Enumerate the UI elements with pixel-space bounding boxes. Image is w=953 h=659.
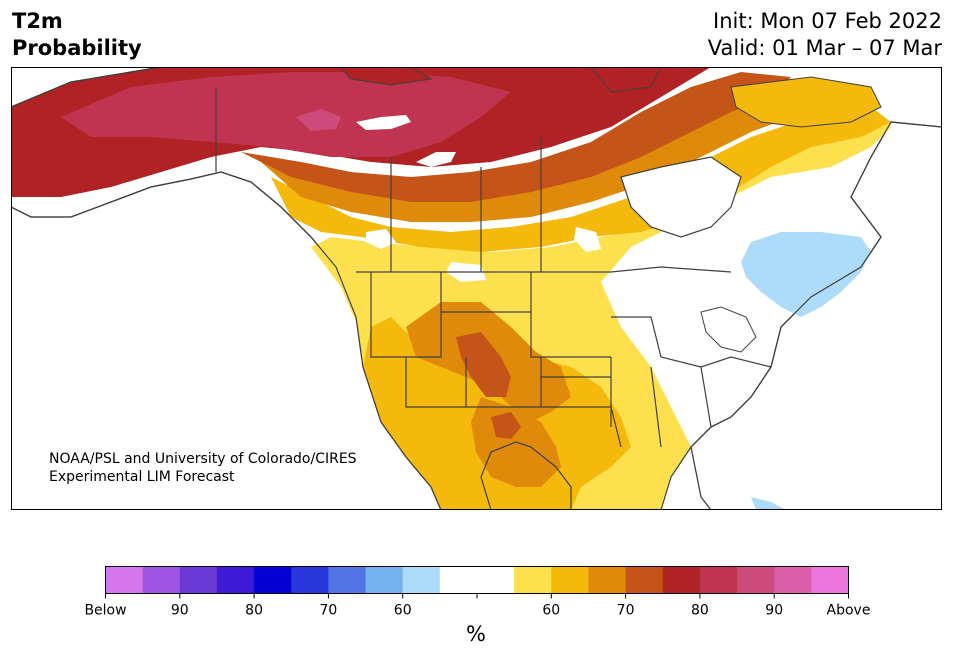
prob-zone-90-a [456, 332, 511, 397]
probability-map [11, 67, 942, 510]
baffin-island [730, 76, 882, 128]
white-lake-2 [416, 152, 456, 167]
great-lakes [700, 306, 757, 353]
credit-line-1: NOAA/PSL and University of Colorado/CIRE… [49, 451, 357, 467]
hudson-bay [620, 156, 742, 238]
title-line-2: Probability [12, 36, 142, 60]
colorbar-cell [254, 566, 292, 594]
colorbar-tick-label: 80 [245, 603, 263, 619]
colorbar-cell [328, 566, 367, 594]
colorbar-cell [551, 566, 589, 594]
colorbar-cell [105, 566, 144, 594]
colorbar-cell [402, 566, 441, 594]
prob-zone-90-c [241, 72, 791, 202]
colorbar-cell [439, 566, 478, 594]
colorbar-cell [514, 566, 552, 594]
colorbar-tick-label: 70 [617, 603, 635, 619]
prob-zone-magenta [296, 109, 341, 131]
colorbar-cell [477, 566, 515, 594]
prob-zone-below-60-b [751, 497, 786, 510]
colorbar-tick-label: Below [84, 603, 126, 619]
colorbar-cell [142, 566, 181, 594]
colorbar-cell [699, 566, 738, 594]
init-date: Init: Mon 07 Feb 2022 [713, 9, 942, 33]
colorbar-cell [216, 566, 255, 594]
colorbar-cell [662, 566, 701, 594]
map-frame [11, 67, 942, 510]
colorbar-cell [625, 566, 664, 594]
forecast-dates: Init: Mon 07 Feb 2022 Valid: 01 Mar – 07… [708, 8, 942, 62]
colorbar-cell [811, 566, 849, 594]
credit-text: NOAA/PSL and University of Colorado/CIRE… [49, 450, 357, 486]
colorbar-tick-label: 90 [765, 603, 783, 619]
borders [11, 67, 942, 510]
colorbar: Below 90 80 70 60 60 70 80 90 Above [84, 566, 871, 619]
colorbar-cell [737, 566, 775, 594]
colorbar-cell [774, 566, 812, 594]
white-patch-nw [366, 229, 396, 249]
credit-line-2: Experimental LIM Forecast [49, 469, 235, 485]
prob-zone-below-60 [741, 232, 871, 317]
title-line-1: T2m [12, 9, 63, 33]
prob-zone-90-b [491, 412, 521, 439]
colorbar-tick-label: 60 [542, 603, 560, 619]
colorbar-cell [588, 566, 627, 594]
arctic-islands [340, 67, 662, 93]
white-lake-1 [356, 115, 411, 130]
colorbar-tick-label: 60 [394, 603, 412, 619]
colorbar-cell [365, 566, 404, 594]
prob-zone-pink [61, 72, 511, 157]
white-patch-ne [574, 227, 601, 252]
valid-range: Valid: 01 Mar – 07 Mar [707, 36, 942, 60]
colorbar-tick-label: Above [827, 603, 871, 619]
map-title: T2m Probability [12, 8, 142, 62]
colorbar-cell [179, 566, 218, 594]
colorbar-unit: % [466, 622, 486, 646]
colorbar-cell [291, 566, 329, 594]
colorbar-tick-label: 90 [171, 603, 189, 619]
colorbar-tick-label: 80 [691, 603, 709, 619]
colorbar-tick-label: 70 [319, 603, 337, 619]
